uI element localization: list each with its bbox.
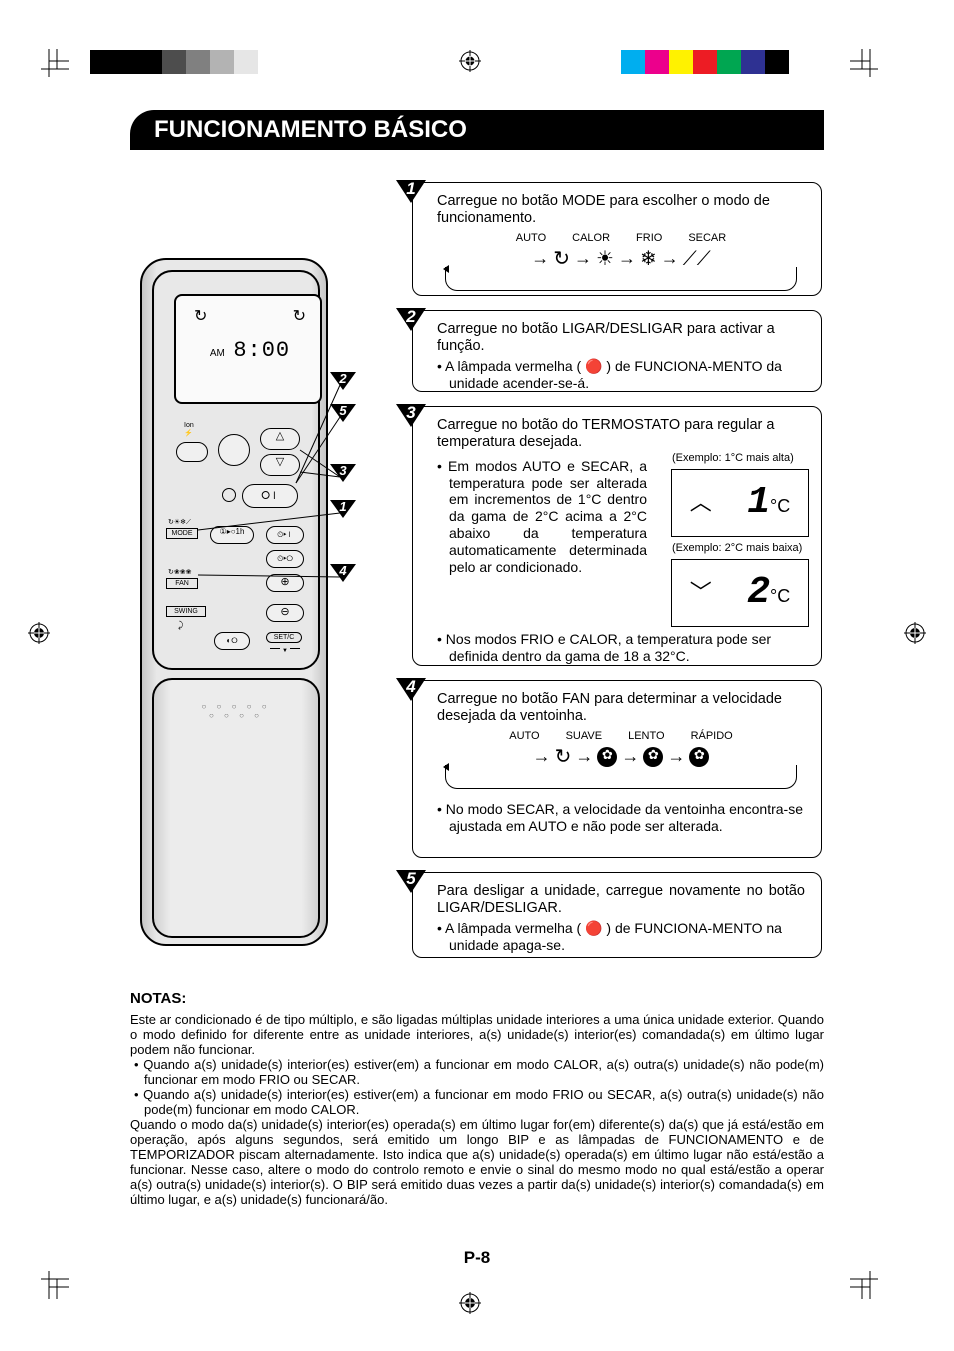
step2-text: Carregue no botão LIGAR/DESLIGAR para ac… — [437, 321, 805, 356]
step4-sub: • No modo SECAR, a velocidade da ventoin… — [437, 801, 805, 835]
step1-text: Carregue no botão MODE para escolher o m… — [437, 193, 805, 228]
notes-p2: Quando o modo da(s) unidade(s) interior(… — [130, 1118, 824, 1208]
step-5: 5 Para desligar a unidade, carregue nova… — [412, 872, 822, 958]
crop-mark-tr — [850, 49, 890, 89]
step-marker-5: 5 — [393, 867, 429, 903]
svg-text:4: 4 — [338, 563, 347, 578]
timer-off-button[interactable]: ⏲▸⭘ — [266, 550, 304, 568]
leader-2: 2 — [328, 370, 358, 400]
mode-glyphs: ↻☀❄⟋ — [168, 518, 191, 527]
leader-4: 4 — [328, 562, 358, 592]
remote-lower-panel: ○ ○ ○ ○ ○○ ○ ○ ○ — [152, 678, 320, 938]
timer-on-button[interactable]: ⏲▸⏽ — [266, 526, 304, 544]
power-indicator[interactable] — [218, 434, 250, 466]
lcd-display: ↻ ↻ AM 8:00 — [174, 294, 322, 404]
step2-sub: • A lâmpada vermelha ( 🔴 ) de FUNCIONA-M… — [437, 358, 805, 392]
step4-text: Carregue no botão FAN para determinar a … — [437, 691, 805, 726]
temp-up-button[interactable]: △ — [260, 428, 300, 450]
notes-bullet-1: • Quando a(s) unidade(s) interior(es) es… — [130, 1058, 824, 1088]
step3-text: Carregue no botão do TERMOSTATO para reg… — [437, 417, 805, 452]
svg-text:5: 5 — [339, 403, 347, 418]
fan-fast-icon: ✿ — [689, 747, 709, 767]
cycle-return-line-2 — [445, 765, 797, 789]
leader-5: 5 — [328, 402, 358, 432]
timer-plus-button[interactable]: ⊕ — [266, 574, 304, 592]
svg-text:5: 5 — [406, 869, 416, 888]
auto-icon: ↻ — [194, 306, 207, 326]
display-button[interactable]: ◐⭘ — [214, 632, 250, 650]
step1-mode-labels: AUTOCALORFRIOSECAR — [437, 232, 805, 245]
step5-text: Para desligar a unidade, carregue novame… — [437, 883, 805, 918]
onoff-led-icon — [222, 488, 236, 502]
fan-glyphs: ↻❀❀❀ — [168, 568, 191, 576]
temp-down-button[interactable]: ▽ — [260, 454, 300, 476]
fan-soft-icon: ✿ — [597, 747, 617, 767]
step-1: 1 Carregue no botão MODE para escolher o… — [412, 182, 822, 296]
step-2: 2 Carregue no botão LIGAR/DESLIGAR para … — [412, 310, 822, 392]
registration-mark-top — [459, 50, 481, 72]
notes-title: NOTAS: — [130, 990, 824, 1007]
registration-mark-bottom — [459, 1292, 481, 1314]
notes-section: NOTAS: Este ar condicionado é de tipo mú… — [130, 990, 824, 1207]
section-title: FUNCIONAMENTO BÁSICO — [130, 110, 824, 150]
fan-slow-icon: ✿ — [643, 747, 663, 767]
panel-dots: ○ ○ ○ ○ ○○ ○ ○ ○ — [154, 702, 318, 720]
crop-mark-tl — [29, 49, 69, 89]
temp-example-2: (Exemplo: 2°C mais baixa) ﹀ 2°C — [671, 559, 809, 627]
colorbar-right — [597, 50, 789, 74]
registration-mark-left — [28, 622, 50, 644]
setc-underline: ▼ — [270, 648, 300, 652]
registration-mark-right — [904, 622, 926, 644]
remote-diagram: ↻ ↻ AM 8:00 Ion⚡ △ ▽ ⭘⏽ ↻☀❄⟋ MODE ①▸○1h … — [140, 258, 328, 946]
step-marker-2: 2 — [393, 305, 429, 341]
ion-label: Ion⚡ — [184, 422, 194, 437]
timer-minus-button[interactable]: ⊖ — [266, 604, 304, 622]
page-number: P-8 — [0, 1248, 954, 1268]
cycle-return-line — [445, 267, 797, 291]
swing-glyph: ⤸ — [178, 620, 183, 631]
mode-button[interactable]: MODE — [166, 528, 198, 539]
step-4: 4 Carregue no botão FAN para determinar … — [412, 680, 822, 858]
step-marker-3: 3 — [393, 401, 429, 437]
onoff-button[interactable]: ⭘⏽ — [242, 484, 298, 508]
notes-p1: Este ar condicionado é de tipo múltiplo,… — [130, 1013, 824, 1058]
svg-text:2: 2 — [405, 307, 416, 326]
leader-1: 1 — [328, 498, 358, 528]
step-3: 3 Carregue no botão do TERMOSTATO para r… — [412, 406, 822, 666]
chevron-down-icon: ﹀ — [690, 580, 712, 606]
svg-text:3: 3 — [406, 403, 416, 422]
temp-example-1: (Exemplo: 1°C mais alta) ︿ 1°C — [671, 469, 809, 537]
leader-3: 3 — [328, 462, 358, 492]
fan-button[interactable]: FAN — [166, 578, 198, 589]
svg-text:1: 1 — [406, 179, 415, 198]
time-display: 8:00 — [233, 338, 290, 363]
notes-bullet-2: • Quando a(s) unidade(s) interior(es) es… — [130, 1088, 824, 1118]
timer-1h-button[interactable]: ①▸○1h — [210, 526, 254, 544]
swing-button[interactable]: SWING — [166, 606, 206, 617]
step3-sub2: • Nos modos FRIO e CALOR, a temperatura … — [437, 631, 807, 665]
svg-text:4: 4 — [405, 677, 416, 696]
step4-speed-labels: AUTOSUAVELENTORÁPIDO — [437, 730, 805, 743]
setc-button[interactable]: SET/C — [266, 632, 302, 643]
step3-sub1: • Em modos AUTO e SECAR, a temperatura p… — [437, 458, 647, 576]
chevron-up-icon: ︿ — [690, 490, 712, 516]
step-marker-1: 1 — [393, 177, 429, 213]
svg-text:2: 2 — [338, 371, 347, 386]
step5-sub: • A lâmpada vermelha ( 🔴 ) de FUNCIONA-M… — [437, 920, 805, 954]
svg-text:1: 1 — [339, 499, 346, 514]
colorbar-left — [90, 50, 282, 74]
svg-text:3: 3 — [339, 463, 347, 478]
remote-upper: ↻ ↻ AM 8:00 Ion⚡ △ ▽ ⭘⏽ ↻☀❄⟋ MODE ①▸○1h … — [152, 270, 320, 670]
step-marker-4: 4 — [393, 675, 429, 711]
auto-icon-2: ↻ — [293, 306, 306, 326]
am-label: AM — [210, 348, 225, 359]
ion-button[interactable] — [176, 442, 208, 462]
